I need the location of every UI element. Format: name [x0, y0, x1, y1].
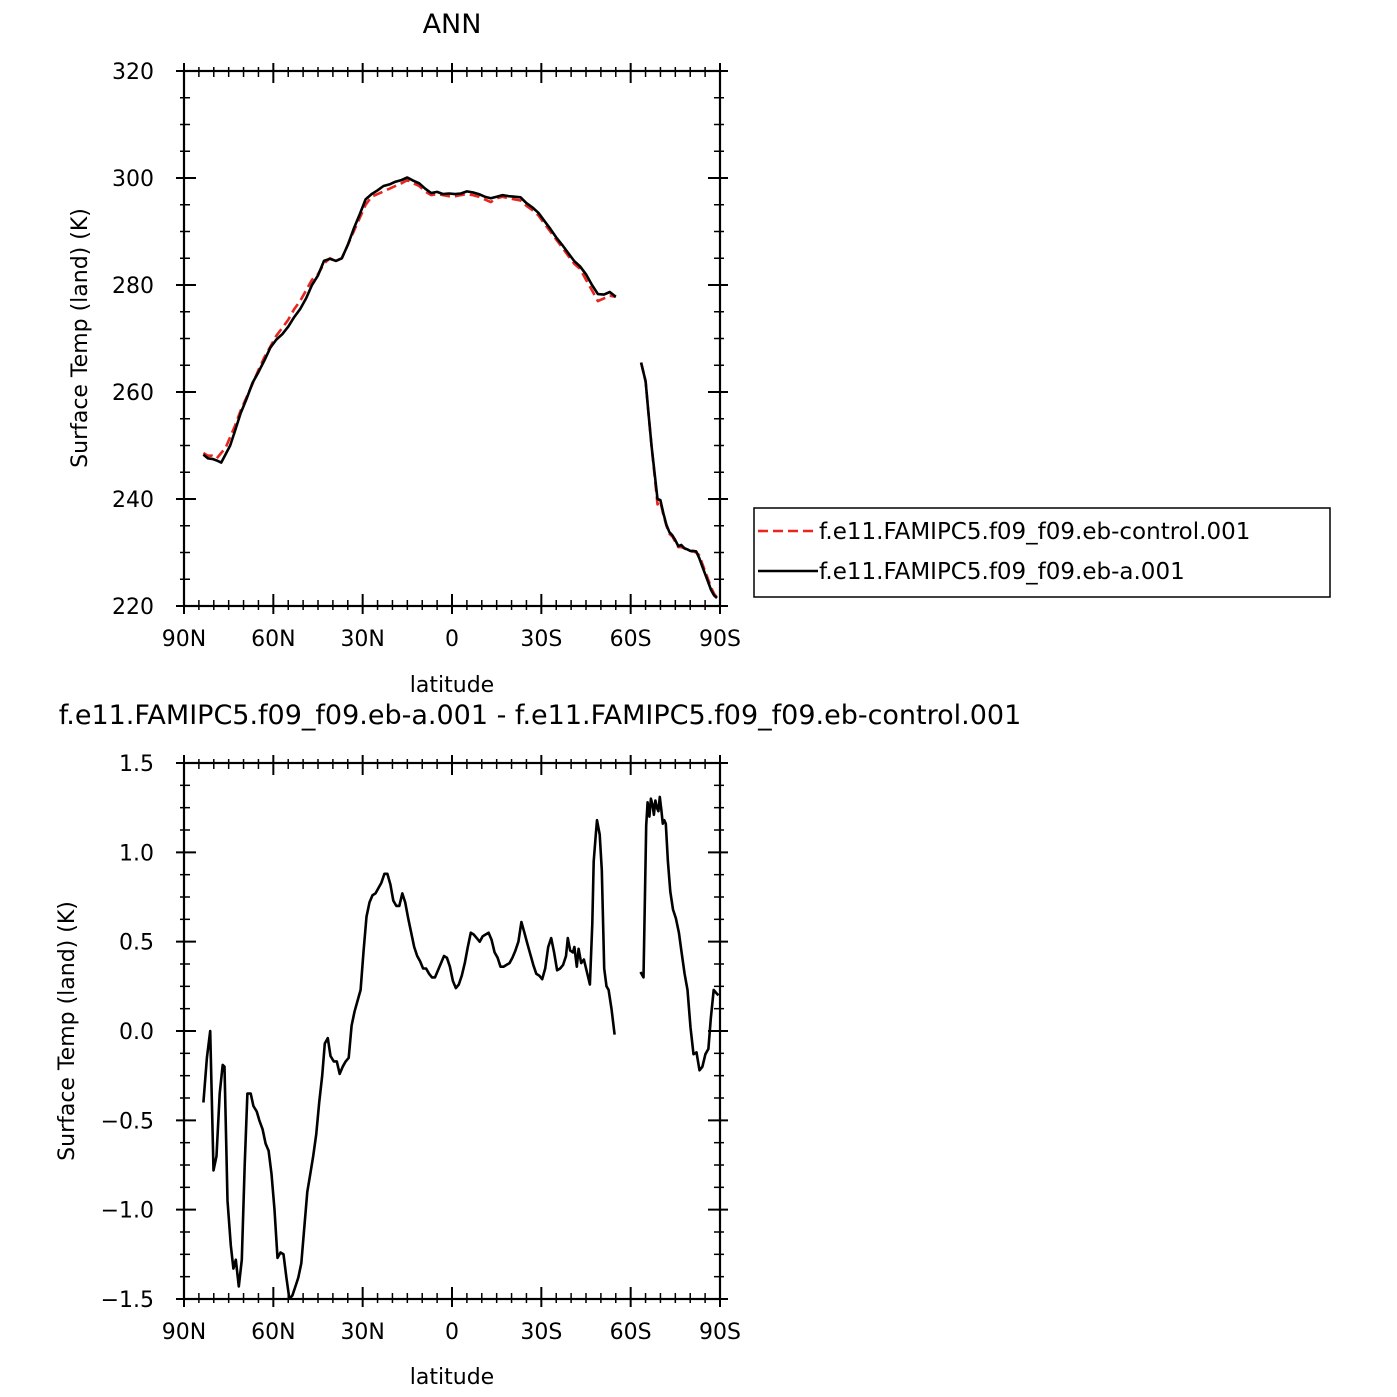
- top-series-group: [202, 176, 719, 599]
- bottom-plot-frame: [182, 761, 722, 1301]
- x-tick-label: 60N: [251, 1320, 295, 1345]
- y-tick-label: −1.0: [101, 1199, 154, 1224]
- bottom-y-axis-title: Surface Temp (land) (K): [55, 901, 80, 1161]
- x-tick-label: 60N: [251, 627, 295, 652]
- y-tick-label: 280: [112, 274, 154, 299]
- legend-label-experiment: f.e11.FAMIPC5.f09_f09.eb-a.001: [819, 559, 1185, 585]
- bottom-y-axis: −1.5 −1.0 −0.5 0.0 0.5 1.0 1.5: [101, 752, 728, 1313]
- top-chart-title: ANN: [423, 9, 482, 40]
- top-y-axis-title: Surface Temp (land) (K): [68, 208, 93, 468]
- y-tick-label: −1.5: [101, 1288, 154, 1313]
- top-x-axis: 90N 60N 30N 0 30S 60S 90S: [162, 63, 741, 652]
- y-tick-label: 260: [112, 381, 154, 406]
- x-tick-label: 30S: [520, 1320, 562, 1345]
- y-tick-label: 0.5: [119, 931, 154, 956]
- x-tick-label: 90N: [162, 1320, 206, 1345]
- x-tick-label: 90S: [699, 1320, 741, 1345]
- x-tick-label: 30N: [340, 1320, 384, 1345]
- x-tick-label: 90N: [162, 627, 206, 652]
- legend-label-control: f.e11.FAMIPC5.f09_f09.eb-control.001: [819, 519, 1250, 545]
- y-tick-label: 240: [112, 488, 154, 513]
- series-line-experiment: [639, 362, 718, 599]
- y-tick-label: 1.5: [119, 752, 154, 777]
- x-tick-label: 30S: [520, 627, 562, 652]
- y-tick-label: 300: [112, 167, 154, 192]
- x-tick-label: 90S: [699, 627, 741, 652]
- bottom-x-axis: 90N 60N 30N 0 30S 60S 90S: [162, 755, 741, 1345]
- x-tick-label: 60S: [610, 627, 652, 652]
- bottom-x-axis-title: latitude: [410, 1365, 494, 1390]
- y-tick-label: 0.0: [119, 1020, 154, 1045]
- bottom-chart: f.e11.FAMIPC5.f09_f09.eb-a.001 - f.e11.F…: [55, 700, 1021, 1390]
- legend-box: [753, 507, 1331, 598]
- x-tick-label: 0: [445, 1320, 459, 1345]
- top-plot-frame: [182, 69, 722, 608]
- top-x-axis-title: latitude: [410, 673, 494, 698]
- series-line-control: [639, 362, 719, 599]
- legend: f.e11.FAMIPC5.f09_f09.eb-control.001 f.e…: [753, 507, 1331, 598]
- bottom-chart-title: f.e11.FAMIPC5.f09_f09.eb-a.001 - f.e11.F…: [59, 700, 1022, 731]
- y-tick-label: 220: [112, 595, 154, 620]
- y-tick-label: −0.5: [101, 1109, 154, 1134]
- x-tick-label: 60S: [610, 1320, 652, 1345]
- top-y-axis: 220 240 260 280 300 320: [112, 60, 728, 620]
- series-line-experiment: [202, 176, 617, 464]
- y-tick-label: 1.0: [119, 841, 154, 866]
- series-line-experiment: [639, 795, 720, 1072]
- y-tick-label: 320: [112, 60, 154, 85]
- bottom-series-group: [202, 795, 720, 1299]
- series-line-experiment: [202, 818, 616, 1299]
- x-tick-label: 0: [445, 627, 459, 652]
- series-line-control: [202, 178, 617, 460]
- x-tick-label: 30N: [340, 627, 384, 652]
